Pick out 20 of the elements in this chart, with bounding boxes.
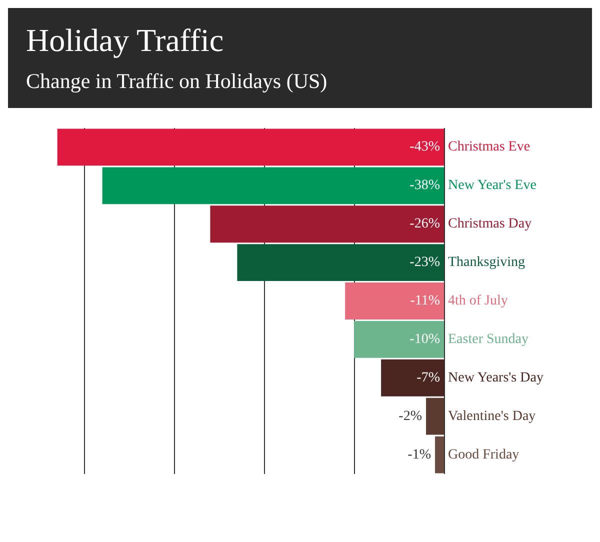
y-tick-label: Good Friday [448, 447, 520, 462]
chart-subtitle: Change in Traffic on Holidays (US) [26, 69, 328, 94]
y-tick-label: Thanksgiving [448, 255, 525, 270]
data-label: -23% [410, 255, 440, 270]
data-label: -43% [410, 140, 440, 155]
data-label: -2% [398, 408, 422, 424]
y-tick-label: New Year's Eve [448, 178, 536, 194]
data-label: -38% [410, 178, 440, 194]
chart-title: Holiday Traffic [26, 22, 225, 59]
y-tick-label: Valentine's Day [448, 408, 536, 424]
data-label: -26% [410, 216, 440, 232]
y-tick-label: New Years's Day [448, 370, 544, 386]
data-label: -11% [410, 294, 440, 308]
data-label: -10% [410, 332, 440, 347]
y-tick-label: Christmas Eve [448, 140, 530, 155]
y-tick-label: Christmas Day [448, 216, 532, 232]
y-tick-label: 4th of July [448, 294, 508, 308]
data-label: -7% [416, 370, 440, 386]
y-tick-label: Easter Sunday [448, 332, 528, 347]
data-label: -1% [408, 447, 432, 462]
